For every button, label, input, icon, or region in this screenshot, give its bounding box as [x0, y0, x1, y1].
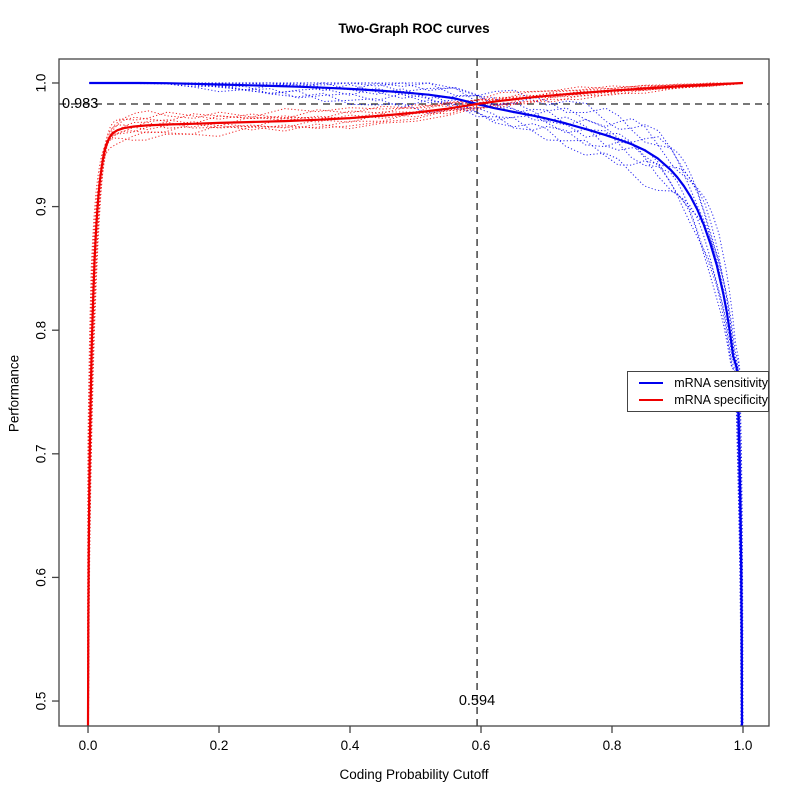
x-tick-label: 0.4: [341, 738, 360, 753]
sensitivity-replicate-curve: [89, 82, 743, 726]
y-tick-label: 0.8: [34, 321, 49, 340]
mean-curves: [86, 81, 744, 726]
y-tick-label: 1.0: [34, 74, 49, 93]
x-tick-label: 0.0: [79, 738, 98, 753]
y-tick-label: 0.9: [34, 197, 49, 216]
axes: [52, 58, 770, 733]
sensitivity-mean-curve: [89, 81, 744, 726]
specificity-line-swatch: [639, 399, 664, 402]
y-axis-title: Performance: [6, 354, 22, 433]
legend-item-sensitivity: mRNA sensitivity: [639, 376, 768, 390]
y-tick-label: 0.6: [34, 568, 49, 587]
legend-label-specificity: mRNA specificity: [674, 393, 768, 408]
sensitivity-replicate-curve: [89, 82, 742, 726]
sensitivity-line-swatch: [639, 381, 664, 384]
x-tick-label: 1.0: [734, 738, 753, 753]
legend: mRNA sensitivity mRNA specificity: [627, 371, 769, 412]
specificity-replicate-curve: [87, 82, 743, 726]
specificity-replicate-curve: [87, 82, 744, 726]
specificity-replicate-curve: [87, 82, 744, 726]
sensitivity-replicate-curve: [89, 82, 743, 726]
legend-label-sensitivity: mRNA sensitivity: [674, 375, 768, 390]
x-tick-label: 0.2: [210, 738, 229, 753]
y-tick-label: 0.7: [34, 444, 49, 463]
y-tick-label: 0.5: [34, 692, 49, 711]
specificity-mean-curve: [86, 81, 744, 726]
legend-item-specificity: mRNA specificity: [639, 393, 768, 407]
specificity-replicate-curve: [87, 82, 744, 726]
sensitivity-replicate-curve: [89, 82, 744, 725]
plot-border: [58, 58, 770, 727]
x-axis-title: Coding Probability Cutoff: [339, 767, 489, 782]
horizontal-cutoff-value-label: 0.983: [62, 96, 99, 112]
vertical-cutoff-value-label: 0.594: [458, 693, 496, 709]
tick-labels: 0.0 0.2 0.4 0.6 0.8 1.0 0.5 0.6 0.7 0.8 0.9 1.0: [34, 74, 753, 753]
chart-title: Two-Graph ROC curves: [338, 21, 490, 36]
x-tick-label: 0.8: [603, 738, 622, 753]
specificity-replicate-curve: [87, 82, 743, 726]
specificity-replicate-curve: [88, 82, 743, 726]
reference-lines: [59, 59, 769, 726]
x-tick-label: 0.6: [472, 738, 491, 753]
